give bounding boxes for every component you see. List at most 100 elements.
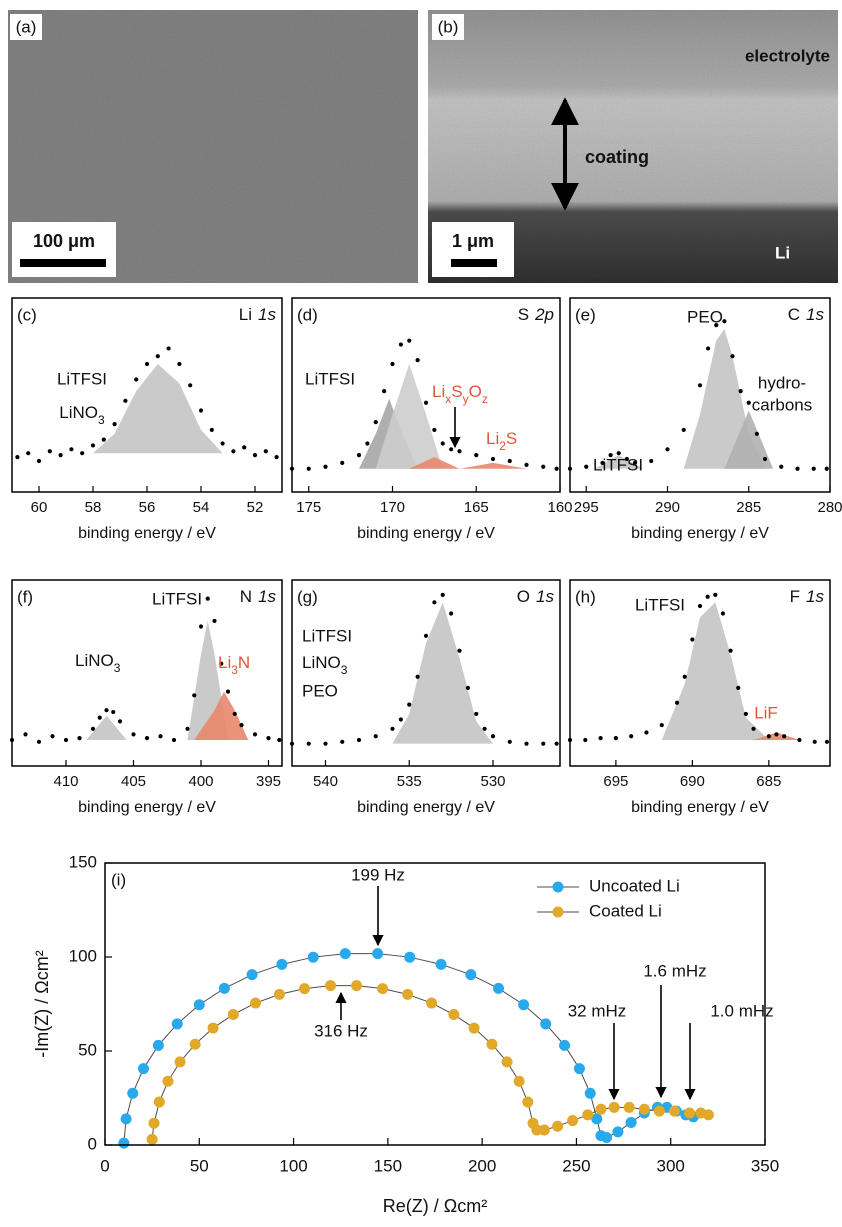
data-point: [625, 1116, 637, 1128]
data-point: [171, 737, 177, 743]
data-point: [465, 969, 477, 981]
data-point: [155, 354, 160, 359]
panel-title: O 1s: [517, 587, 555, 606]
data-point: [762, 456, 768, 462]
orbital: 1s: [536, 587, 554, 606]
data-point: [644, 730, 649, 735]
legend-marker: [552, 881, 564, 893]
data-point: [402, 988, 414, 1000]
data-point: [613, 736, 618, 741]
data-point: [372, 948, 384, 960]
data-point: [144, 361, 150, 367]
data-point: [97, 715, 102, 720]
x-tick-label: 150: [374, 1156, 402, 1175]
data-point: [239, 722, 244, 728]
orbital: 1s: [258, 305, 276, 324]
data-point: [80, 451, 85, 456]
plot-frame: [11, 579, 283, 767]
annotation: LiTFSI: [305, 369, 355, 388]
annotation-part: 3: [341, 663, 348, 677]
orbital: 1s: [806, 587, 824, 606]
data-point: [47, 449, 52, 454]
data-point: [177, 361, 182, 367]
data-point: [101, 437, 106, 442]
data-point: [513, 1075, 525, 1087]
data-point: [629, 734, 634, 739]
data-point: [736, 685, 741, 690]
annotation-part: x: [445, 392, 451, 406]
x-tick-label: 160: [547, 499, 572, 516]
annotation: LiTFSI: [57, 369, 107, 388]
plot-frame: [104, 862, 766, 1146]
x-tick-label: 250: [562, 1156, 590, 1175]
data-point: [507, 458, 512, 464]
data-point: [249, 997, 261, 1009]
orbital: 2p: [534, 305, 554, 324]
x-tick-label: 295: [574, 499, 599, 516]
data-point: [624, 456, 629, 462]
data-point: [225, 689, 231, 694]
data-point: [559, 1039, 571, 1051]
series-line: [123, 953, 694, 1144]
annotation-part: Li: [218, 653, 231, 672]
data-point: [356, 453, 362, 458]
data-point: [690, 637, 695, 642]
x-axis-label: Re(Z) / Ωcm²: [383, 1196, 487, 1216]
data-point: [766, 734, 771, 739]
data-point: [77, 736, 82, 741]
annotation-part: O: [469, 382, 482, 401]
fit-component: [194, 691, 249, 740]
region-label: Li: [775, 243, 790, 262]
annotation: LiTFSI: [152, 589, 202, 608]
annotation: LixSyOz: [432, 382, 488, 406]
x-tick-label: 685: [756, 773, 781, 790]
data-point: [638, 1103, 650, 1115]
data-point: [600, 460, 605, 465]
x-tick-label: 535: [397, 773, 422, 790]
region-label: coating: [585, 147, 649, 167]
data-point: [601, 1131, 613, 1143]
data-point: [697, 603, 703, 609]
data-point: [127, 1087, 139, 1099]
annotation: PEO: [687, 307, 723, 326]
annotation: Li3N: [218, 653, 250, 677]
data-point: [351, 980, 363, 992]
annotation-part: 3: [231, 663, 238, 677]
x-tick-label: 0: [100, 1156, 109, 1175]
data-point: [323, 464, 328, 469]
fit-component: [375, 363, 443, 469]
data-point: [205, 596, 210, 601]
annotation-part: LiNO: [75, 651, 114, 670]
data-point: [811, 466, 816, 471]
legend-label: Uncoated Li: [589, 876, 680, 895]
data-point: [824, 739, 830, 744]
annotation: LiF: [754, 703, 778, 722]
data-point: [598, 736, 603, 741]
x-tick-label: 60: [31, 499, 48, 516]
data-point: [554, 741, 559, 746]
annotation: 1.6 mHz: [643, 961, 706, 980]
data-point: [390, 361, 395, 367]
data-point: [69, 447, 74, 452]
x-tick-label: 690: [680, 773, 705, 790]
data-point: [728, 648, 733, 653]
data-point: [465, 685, 470, 690]
panel-label: (a): [16, 17, 37, 36]
data-point: [340, 739, 345, 744]
annotation: PEO: [302, 681, 338, 700]
data-point: [457, 449, 462, 454]
data-point: [90, 726, 96, 731]
data-point: [152, 1039, 164, 1051]
data-point: [185, 726, 190, 731]
region-label: electrolyte: [745, 46, 830, 65]
data-point: [189, 1038, 201, 1050]
data-point: [339, 948, 351, 960]
data-point: [198, 624, 204, 629]
annotation-part: S: [451, 382, 462, 401]
panel-label: (f): [17, 587, 33, 606]
data-point: [682, 674, 687, 679]
scale-bar: [20, 259, 106, 267]
data-point: [131, 732, 136, 737]
data-point: [162, 1075, 174, 1087]
data-point: [697, 383, 703, 388]
